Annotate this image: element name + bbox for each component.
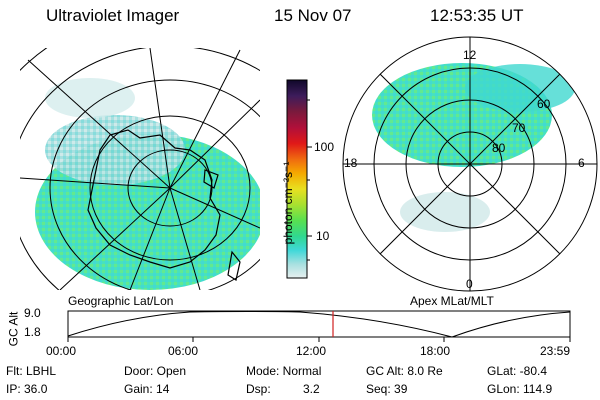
time-tick-1200: 12:00	[296, 344, 327, 358]
altitude-curve	[67, 311, 571, 338]
time-tick-0600: 06:00	[168, 344, 199, 358]
geographic-projection-label: Geographic Lat/Lon	[68, 294, 174, 308]
mlt-label-18: 18	[344, 156, 358, 170]
time-tick-1800: 18:00	[420, 344, 451, 358]
gain-status: Gain: 14	[124, 382, 170, 396]
geographic-map	[20, 48, 260, 290]
gc-alt-status: GC Alt: 8.0 Re	[366, 364, 443, 378]
mlt-lines	[343, 37, 597, 291]
dsp-value: 3.2	[303, 382, 320, 396]
geographic-lon-status: GLon: 114.9	[487, 382, 553, 396]
mlat-label-60: 60	[537, 97, 551, 111]
time-tick-2359: 23:59	[540, 344, 571, 358]
coastline	[87, 129, 241, 281]
mode-status: Mode: Normal	[246, 364, 322, 378]
colorbar-tick-100: 100	[314, 140, 335, 154]
orbit-altitude-timeline	[67, 310, 571, 342]
mlt-label-12: 12	[463, 48, 477, 62]
mlat-label-80: 80	[492, 141, 506, 155]
altitude-max: 9.0	[24, 306, 41, 320]
door-status: Door: Open	[124, 364, 187, 378]
colorbar-tick-10: 10	[316, 229, 330, 243]
aurora-emission-upper	[45, 115, 185, 185]
geographic-lat-status: GLat: -80.4	[487, 364, 548, 378]
mlat-label-70: 70	[512, 121, 526, 135]
mlt-label-0: 0	[466, 277, 473, 291]
ip-status: IP: 36.0	[6, 382, 48, 396]
aurora-emission-faint	[45, 78, 135, 118]
apex-map	[342, 36, 598, 292]
altitude-min: 1.8	[24, 325, 41, 339]
mlt-label-6: 6	[578, 156, 585, 170]
meridian-lines	[20, 48, 260, 290]
time-tick-0000: 00:00	[46, 344, 77, 358]
apex-projection-label: Apex MLat/MLT	[410, 294, 494, 308]
color-bar	[286, 79, 312, 279]
filter-status: Flt: LBHL	[6, 364, 57, 378]
colorbar-unit-label: photon cm⁻²s⁻¹	[281, 161, 295, 245]
sequence-status: Seq: 39	[366, 382, 408, 396]
observation-time: 12:53:35 UT	[430, 6, 524, 25]
auroral-oval-edge	[465, 64, 575, 112]
dsp-label: Dsp:	[246, 382, 271, 396]
observation-date: 15 Nov 07	[274, 6, 352, 25]
latitude-circles	[20, 48, 260, 290]
imager-title: Ultraviolet Imager	[46, 6, 180, 25]
faint-emission	[400, 192, 490, 232]
altitude-axis-label: GC Alt	[6, 311, 21, 347]
